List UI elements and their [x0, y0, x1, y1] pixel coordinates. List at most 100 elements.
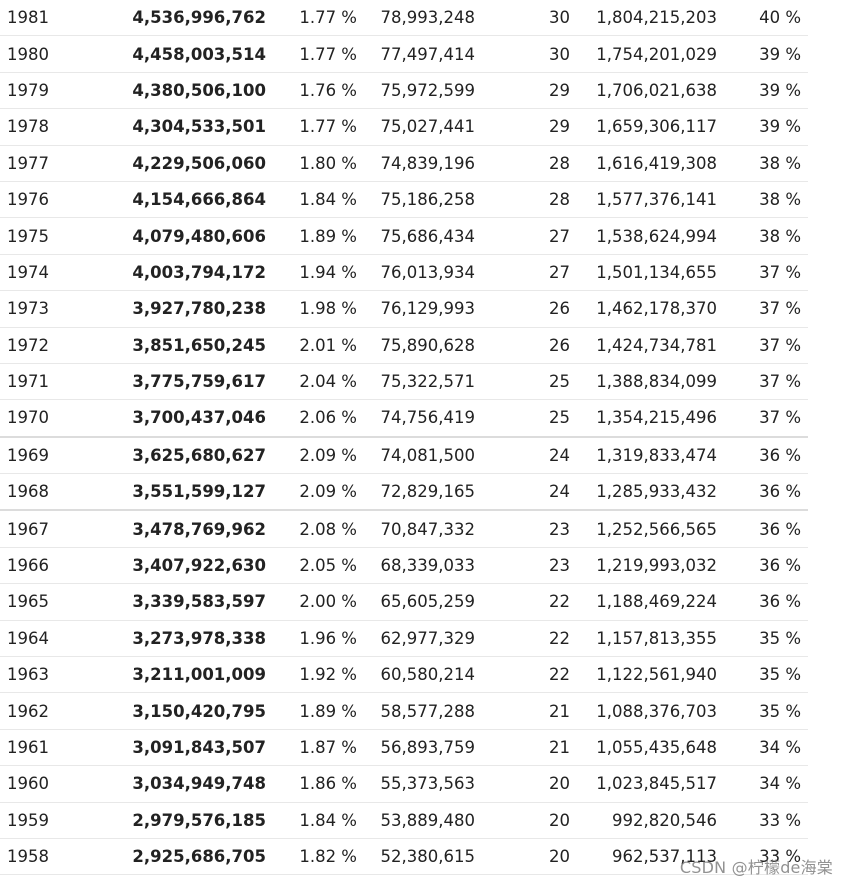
yearly-change-rate-cell: 1.77 %	[266, 35, 357, 73]
urban-population-cell: 1,804,215,203	[570, 0, 717, 37]
urban-percent-cell: 37 %	[717, 290, 808, 328]
density-cell: 25	[475, 399, 570, 438]
net-change-cell: 75,322,571	[357, 363, 475, 401]
density-cell: 26	[475, 327, 570, 364]
density-cell: 23	[475, 510, 570, 548]
density-cell: 30	[475, 0, 570, 37]
year-cell: 1964	[0, 620, 107, 658]
yearly-change-rate-cell: 1.80 %	[266, 145, 357, 182]
population-cell: 2,925,686,705	[107, 838, 266, 876]
year-cell: 1974	[0, 254, 107, 292]
density-cell: 21	[475, 729, 570, 767]
urban-percent-cell: 33 %	[717, 802, 808, 839]
net-change-cell: 72,829,165	[357, 473, 475, 512]
urban-population-cell: 1,285,933,432	[570, 473, 717, 512]
net-change-cell: 74,756,419	[357, 399, 475, 438]
urban-population-cell: 1,616,419,308	[570, 145, 717, 182]
yearly-change-rate-cell: 2.01 %	[266, 327, 357, 364]
urban-percent-cell: 38 %	[717, 217, 808, 255]
net-change-cell: 75,186,258	[357, 181, 475, 219]
urban-percent-cell: 40 %	[717, 0, 808, 37]
population-cell: 3,625,680,627	[107, 436, 266, 475]
urban-population-cell: 1,538,624,994	[570, 217, 717, 255]
urban-population-cell: 1,706,021,638	[570, 72, 717, 110]
urban-percent-cell: 39 %	[717, 72, 808, 110]
year-cell: 1971	[0, 363, 107, 401]
table-row: 1959 2,979,576,185 1.84 % 53,889,480 20 992,8…	[0, 802, 808, 839]
year-cell: 1975	[0, 217, 107, 255]
yearly-change-rate-cell: 1.76 %	[266, 72, 357, 110]
urban-percent-cell: 34 %	[717, 729, 808, 767]
urban-population-cell: 1,354,215,496	[570, 399, 717, 438]
yearly-change-rate-cell: 1.82 %	[266, 838, 357, 876]
yearly-change-rate-cell: 2.05 %	[266, 547, 357, 585]
urban-population-cell: 1,252,566,565	[570, 510, 717, 548]
table-row: 1981 4,536,996,762 1.77 % 78,993,248 30 1,804…	[0, 0, 808, 37]
urban-population-cell: 1,122,561,940	[570, 656, 717, 694]
population-cell: 4,079,480,606	[107, 217, 266, 255]
population-cell: 3,551,599,127	[107, 473, 266, 512]
year-cell: 1965	[0, 583, 107, 621]
yearly-change-rate-cell: 2.00 %	[266, 583, 357, 621]
yearly-change-rate-cell: 2.09 %	[266, 473, 357, 512]
yearly-change-rate-cell: 1.77 %	[266, 108, 357, 146]
yearly-change-rate-cell: 1.94 %	[266, 254, 357, 292]
density-cell: 24	[475, 436, 570, 475]
urban-population-cell: 1,501,134,655	[570, 254, 717, 292]
urban-percent-cell: 33 %	[717, 838, 808, 876]
density-cell: 28	[475, 181, 570, 219]
net-change-cell: 53,889,480	[357, 802, 475, 839]
year-cell: 1960	[0, 765, 107, 803]
density-cell: 26	[475, 290, 570, 328]
year-cell: 1959	[0, 802, 107, 839]
urban-population-cell: 1,023,845,517	[570, 765, 717, 803]
density-cell: 30	[475, 35, 570, 73]
net-change-cell: 60,580,214	[357, 656, 475, 694]
yearly-change-rate-cell: 1.96 %	[266, 620, 357, 658]
density-cell: 22	[475, 583, 570, 621]
population-cell: 3,091,843,507	[107, 729, 266, 767]
table-row: 1972 3,851,650,245 2.01 % 75,890,628 26 1,424…	[0, 327, 808, 364]
urban-population-cell: 1,754,201,029	[570, 35, 717, 73]
density-cell: 20	[475, 765, 570, 803]
year-cell: 1966	[0, 547, 107, 585]
year-cell: 1968	[0, 473, 107, 512]
population-cell: 3,339,583,597	[107, 583, 266, 621]
yearly-change-rate-cell: 1.86 %	[266, 765, 357, 803]
urban-population-cell: 992,820,546	[570, 802, 717, 839]
net-change-cell: 74,839,196	[357, 145, 475, 182]
urban-population-cell: 1,219,993,032	[570, 547, 717, 585]
net-change-cell: 62,977,329	[357, 620, 475, 658]
year-cell: 1962	[0, 692, 107, 730]
population-cell: 3,927,780,238	[107, 290, 266, 328]
year-cell: 1970	[0, 399, 107, 438]
net-change-cell: 74,081,500	[357, 436, 475, 475]
density-cell: 23	[475, 547, 570, 585]
urban-population-cell: 1,188,469,224	[570, 583, 717, 621]
population-cell: 3,851,650,245	[107, 327, 266, 364]
table-row: 1960 3,034,949,748 1.86 % 55,373,563 20 1,023…	[0, 765, 808, 803]
population-cell: 4,458,003,514	[107, 35, 266, 73]
urban-population-cell: 1,088,376,703	[570, 692, 717, 730]
table-row: 1969 3,625,680,627 2.09 % 74,081,500 24 1,319…	[0, 436, 808, 475]
population-cell: 3,034,949,748	[107, 765, 266, 803]
table-row: 1973 3,927,780,238 1.98 % 76,129,993 26 1,462…	[0, 290, 808, 328]
population-cell: 2,979,576,185	[107, 802, 266, 839]
table-row: 1966 3,407,922,630 2.05 % 68,339,033 23 1,219…	[0, 547, 808, 585]
urban-percent-cell: 35 %	[717, 620, 808, 658]
yearly-change-rate-cell: 2.06 %	[266, 399, 357, 438]
year-cell: 1972	[0, 327, 107, 364]
year-cell: 1958	[0, 838, 107, 876]
yearly-change-rate-cell: 1.89 %	[266, 692, 357, 730]
year-cell: 1969	[0, 436, 107, 475]
table-row: 1971 3,775,759,617 2.04 % 75,322,571 25 1,388…	[0, 363, 808, 401]
year-cell: 1973	[0, 290, 107, 328]
yearly-change-rate-cell: 2.09 %	[266, 436, 357, 475]
urban-population-cell: 1,424,734,781	[570, 327, 717, 364]
urban-percent-cell: 36 %	[717, 473, 808, 512]
table-row: 1964 3,273,978,338 1.96 % 62,977,329 22 1,157…	[0, 620, 808, 658]
year-cell: 1981	[0, 0, 107, 37]
density-cell: 22	[475, 620, 570, 658]
table-row: 1958 2,925,686,705 1.82 % 52,380,615 20 962,5…	[0, 838, 808, 876]
table-row: 1979 4,380,506,100 1.76 % 75,972,599 29 1,706…	[0, 72, 808, 110]
